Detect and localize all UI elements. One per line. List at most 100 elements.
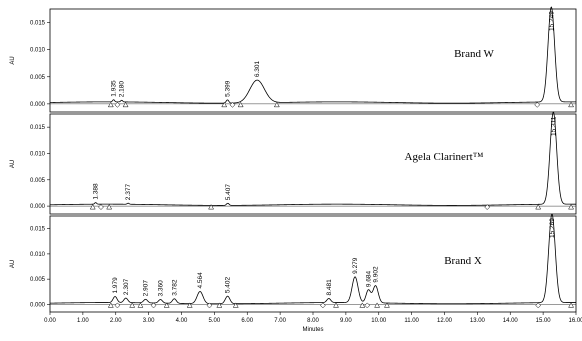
y-tick-label: 0.015 [30, 21, 46, 27]
peak-label: 2.307 [123, 278, 130, 295]
peak-label: 9.279 [352, 257, 359, 274]
panel-brand-x: 0.000 0.005 0.010 0.015 AU 1.979 2.307 2.907 3.3… [10, 213, 577, 313]
y-tick-label: 0.005 [30, 75, 46, 81]
peak-label: 8.481 [326, 279, 333, 296]
peak-marker [129, 302, 136, 308]
y-axis-label: AU [10, 160, 16, 168]
peak-marker [107, 302, 114, 308]
peak-marker [568, 204, 574, 210]
x-tick-label: 7.00 [274, 318, 286, 324]
y-tick-label: 0.005 [30, 178, 46, 184]
y-axis-label: AU [10, 56, 16, 64]
y-tick-label: 0.010 [30, 252, 46, 258]
x-tick-label: 9.00 [340, 318, 352, 324]
peak-marker [535, 302, 542, 309]
peak-label: 1.935 [111, 80, 118, 97]
y-tick-label: 0.015 [30, 125, 46, 131]
peak-marker [114, 102, 121, 108]
x-tick-label: 2.00 [110, 318, 122, 324]
peak-marker [208, 204, 215, 210]
x-tick-label: 8.00 [307, 318, 319, 324]
x-tick-label: 4.00 [176, 318, 188, 324]
peak-label: 5.402 [225, 277, 232, 294]
x-tick-label: 6.00 [241, 318, 253, 324]
peak-label: 9.684 [365, 270, 372, 287]
x-tick-label: 10.00 [371, 318, 387, 324]
y-tick-label: 0.005 [30, 277, 46, 283]
y-tick-label: 0.000 [30, 302, 46, 308]
x-tick-label: 16.00 [568, 318, 582, 324]
peak-label: 4.564 [197, 272, 204, 289]
peak-marker [535, 204, 542, 210]
trace-line [50, 6, 576, 104]
peak-label: 15.249 [548, 11, 555, 31]
peak-marker [484, 204, 491, 210]
y-tick-label: 0.010 [30, 151, 46, 157]
x-tick-label: 0.00 [44, 318, 56, 324]
peak-marker [150, 302, 157, 309]
peak-marker [163, 302, 170, 308]
peak-marker [364, 302, 371, 309]
x-tick-label: 13.00 [470, 318, 486, 324]
peak-marker [320, 302, 326, 309]
peak-marker [98, 204, 104, 210]
peak-marker [237, 101, 244, 108]
x-tick-label: 15.00 [536, 318, 552, 324]
x-tick-label: 12.00 [437, 318, 453, 324]
peak-marker [333, 302, 339, 308]
series-label: Agela Clarinert™ [405, 151, 484, 163]
peak-marker [206, 302, 213, 309]
trace-line [49, 213, 576, 305]
y-tick-label: 0.000 [30, 102, 46, 108]
peak-marker [122, 101, 129, 108]
peak-marker [221, 101, 228, 108]
series-label: Brand W [454, 48, 494, 60]
peak-marker [374, 302, 381, 308]
x-tick-label: 1.00 [77, 318, 89, 324]
peak-marker [534, 102, 541, 108]
panel-brand-w: 0.000 0.005 0.010 0.015 AU 1.935 2.180 5.399 6.3… [10, 6, 577, 113]
series-label: Brand X [444, 255, 482, 267]
peak-label: 5.407 [225, 184, 232, 201]
peak-label: 5.399 [224, 80, 231, 97]
peak-marker [359, 302, 366, 308]
peak-marker [114, 302, 121, 309]
plot-frame [49, 113, 577, 215]
peak-label: 15.269 [549, 218, 556, 238]
x-axis: 0.00 1.00 2.00 3.00 4.00 5.00 6.00 7.00 8.00 9.00… [44, 312, 582, 333]
x-tick-label: 5.00 [209, 318, 221, 324]
peak-label: 3.360 [157, 280, 164, 297]
peak-marker [107, 101, 114, 108]
peak-marker [137, 302, 144, 308]
peak-marker [89, 204, 96, 210]
peak-label: 2.180 [119, 81, 126, 98]
y-tick-label: 0.010 [30, 48, 46, 54]
x-tick-label: 11.00 [404, 318, 419, 324]
peak-label: 1.979 [112, 277, 119, 294]
x-axis-label: Minutes [302, 327, 323, 333]
peak-marker [568, 101, 574, 108]
plot-frame [49, 215, 577, 313]
peak-marker [106, 204, 113, 210]
peak-label: 6.301 [254, 60, 261, 77]
peak-label: 3.782 [171, 279, 178, 296]
trace-line [49, 111, 576, 206]
plot-frame [49, 8, 577, 113]
peak-marker [273, 101, 280, 108]
peak-marker [229, 102, 236, 108]
panel-agela-clarinert: 0.000 0.005 0.010 0.015 AU 1.388 2.377 5.407 15.… [10, 111, 577, 215]
peak-label: 9.902 [373, 266, 380, 283]
y-axis-label: AU [10, 260, 16, 268]
peak-marker [384, 302, 390, 308]
peak-label: 15.311 [550, 116, 557, 136]
peak-label: 2.907 [143, 280, 150, 297]
x-tick-label: 3.00 [143, 318, 155, 324]
y-tick-label: 0.015 [30, 227, 46, 233]
peak-marker [568, 302, 574, 308]
x-tick-label: 14.00 [503, 318, 519, 324]
peak-marker [232, 302, 239, 308]
y-tick-label: 0.000 [30, 204, 46, 210]
peak-marker [186, 302, 193, 308]
peak-marker [216, 302, 223, 308]
